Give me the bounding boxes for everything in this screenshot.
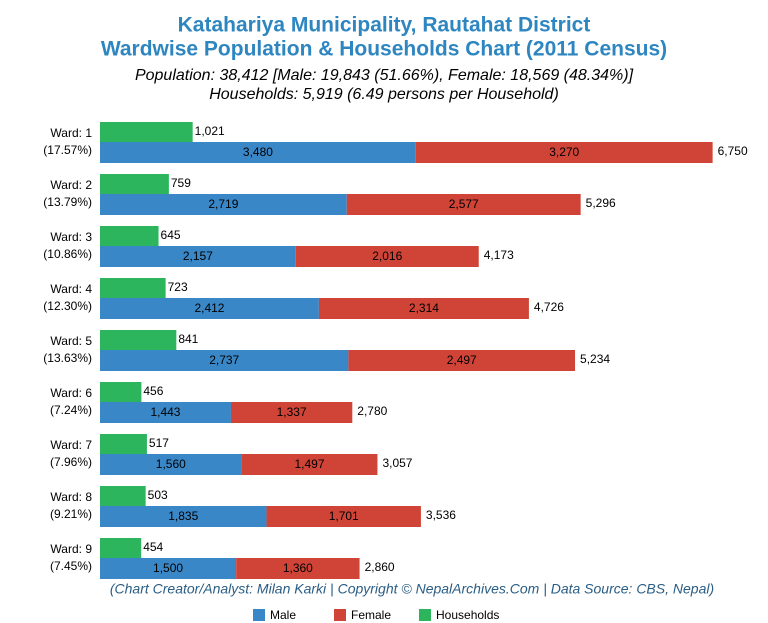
value-label: 2,719 [208, 197, 238, 211]
y-tick-sublabel: (7.24%) [50, 403, 92, 417]
legend-swatch [419, 609, 431, 621]
total-label: 3,057 [382, 456, 412, 470]
y-tick-sublabel: (9.21%) [50, 507, 92, 521]
chart-subtitle: Population: 38,412 [Male: 19,843 (51.66%… [135, 67, 634, 84]
y-tick-label: Ward: 9 [50, 542, 92, 556]
y-tick-sublabel: (12.30%) [43, 299, 92, 313]
value-label: 2,157 [183, 249, 213, 263]
legend-label: Households [436, 608, 499, 622]
value-label: 454 [143, 540, 163, 554]
bar [241, 454, 378, 475]
bar [100, 454, 242, 475]
value-label: 1,835 [168, 509, 198, 523]
bar [100, 486, 146, 506]
total-label: 2,860 [365, 560, 395, 574]
bar [100, 226, 159, 246]
total-label: 2,780 [357, 404, 387, 418]
total-label: 4,173 [484, 248, 514, 262]
legend-swatch [253, 609, 265, 621]
value-label: 759 [171, 176, 191, 190]
legend-label: Male [270, 608, 296, 622]
value-label: 1,360 [283, 561, 313, 575]
y-tick-label: Ward: 7 [50, 438, 92, 452]
y-tick-sublabel: (13.79%) [43, 195, 92, 209]
bar [100, 382, 142, 402]
bar [100, 558, 237, 579]
total-label: 4,726 [534, 300, 564, 314]
value-label: 517 [149, 436, 169, 450]
chart-subtitle: Households: 5,919 (6.49 persons per Hous… [209, 86, 559, 103]
y-tick-sublabel: (7.96%) [50, 455, 92, 469]
value-label: 1,701 [329, 509, 359, 523]
y-tick-label: Ward: 4 [50, 282, 92, 296]
value-label: 2,314 [409, 301, 439, 315]
bar [295, 246, 479, 267]
y-tick-label: Ward: 6 [50, 386, 92, 400]
value-label: 3,480 [243, 145, 273, 159]
bar [346, 194, 581, 215]
total-label: 5,296 [586, 196, 616, 210]
bar [100, 174, 169, 194]
value-label: 1,560 [156, 457, 186, 471]
bar [100, 350, 349, 371]
y-tick-label: Ward: 2 [50, 178, 92, 192]
legend-swatch [334, 609, 346, 621]
bar [100, 538, 142, 558]
value-label: 2,577 [449, 197, 479, 211]
y-tick-label: Ward: 3 [50, 230, 92, 244]
value-label: 1,337 [277, 405, 307, 419]
bar [348, 350, 576, 371]
bar [415, 142, 713, 163]
value-label: 1,021 [195, 124, 225, 138]
value-label: 841 [178, 332, 198, 346]
y-tick-label: Ward: 5 [50, 334, 92, 348]
chart-title: Katahariya Municipality, Rautahat Distri… [178, 14, 591, 37]
bar [100, 434, 147, 454]
value-label: 723 [168, 280, 188, 294]
y-tick-sublabel: (7.45%) [50, 559, 92, 573]
y-tick-label: Ward: 8 [50, 490, 92, 504]
y-tick-label: Ward: 1 [50, 126, 92, 140]
total-label: 5,234 [580, 352, 610, 366]
bar [100, 122, 193, 142]
bar [100, 330, 177, 350]
y-tick-sublabel: (10.86%) [43, 247, 92, 261]
value-label: 1,443 [150, 405, 180, 419]
bar [100, 298, 319, 319]
legend-label: Female [351, 608, 391, 622]
value-label: 3,270 [549, 145, 579, 159]
y-tick-sublabel: (13.63%) [43, 351, 92, 365]
bar [100, 142, 416, 163]
bar [100, 194, 347, 215]
bar [100, 278, 166, 298]
value-label: 2,737 [209, 353, 239, 367]
total-label: 6,750 [718, 144, 748, 158]
y-tick-sublabel: (17.57%) [43, 143, 92, 157]
total-label: 3,536 [426, 508, 456, 522]
value-label: 2,412 [194, 301, 224, 315]
value-label: 2,497 [447, 353, 477, 367]
bar [266, 506, 421, 527]
bar [230, 402, 353, 423]
value-label: 503 [148, 488, 168, 502]
value-label: 645 [161, 228, 181, 242]
footer: (Chart Creator/Analyst: Milan Karki | Co… [110, 581, 714, 597]
value-label: 2,016 [372, 249, 402, 263]
value-label: 456 [143, 384, 163, 398]
bar [100, 402, 231, 423]
value-label: 1,497 [295, 457, 325, 471]
bar [318, 298, 529, 319]
value-label: 1,500 [153, 561, 183, 575]
bar [100, 506, 267, 527]
bar [100, 246, 296, 267]
chart-title: Wardwise Population & Households Chart (… [101, 38, 667, 61]
bar [236, 558, 360, 579]
